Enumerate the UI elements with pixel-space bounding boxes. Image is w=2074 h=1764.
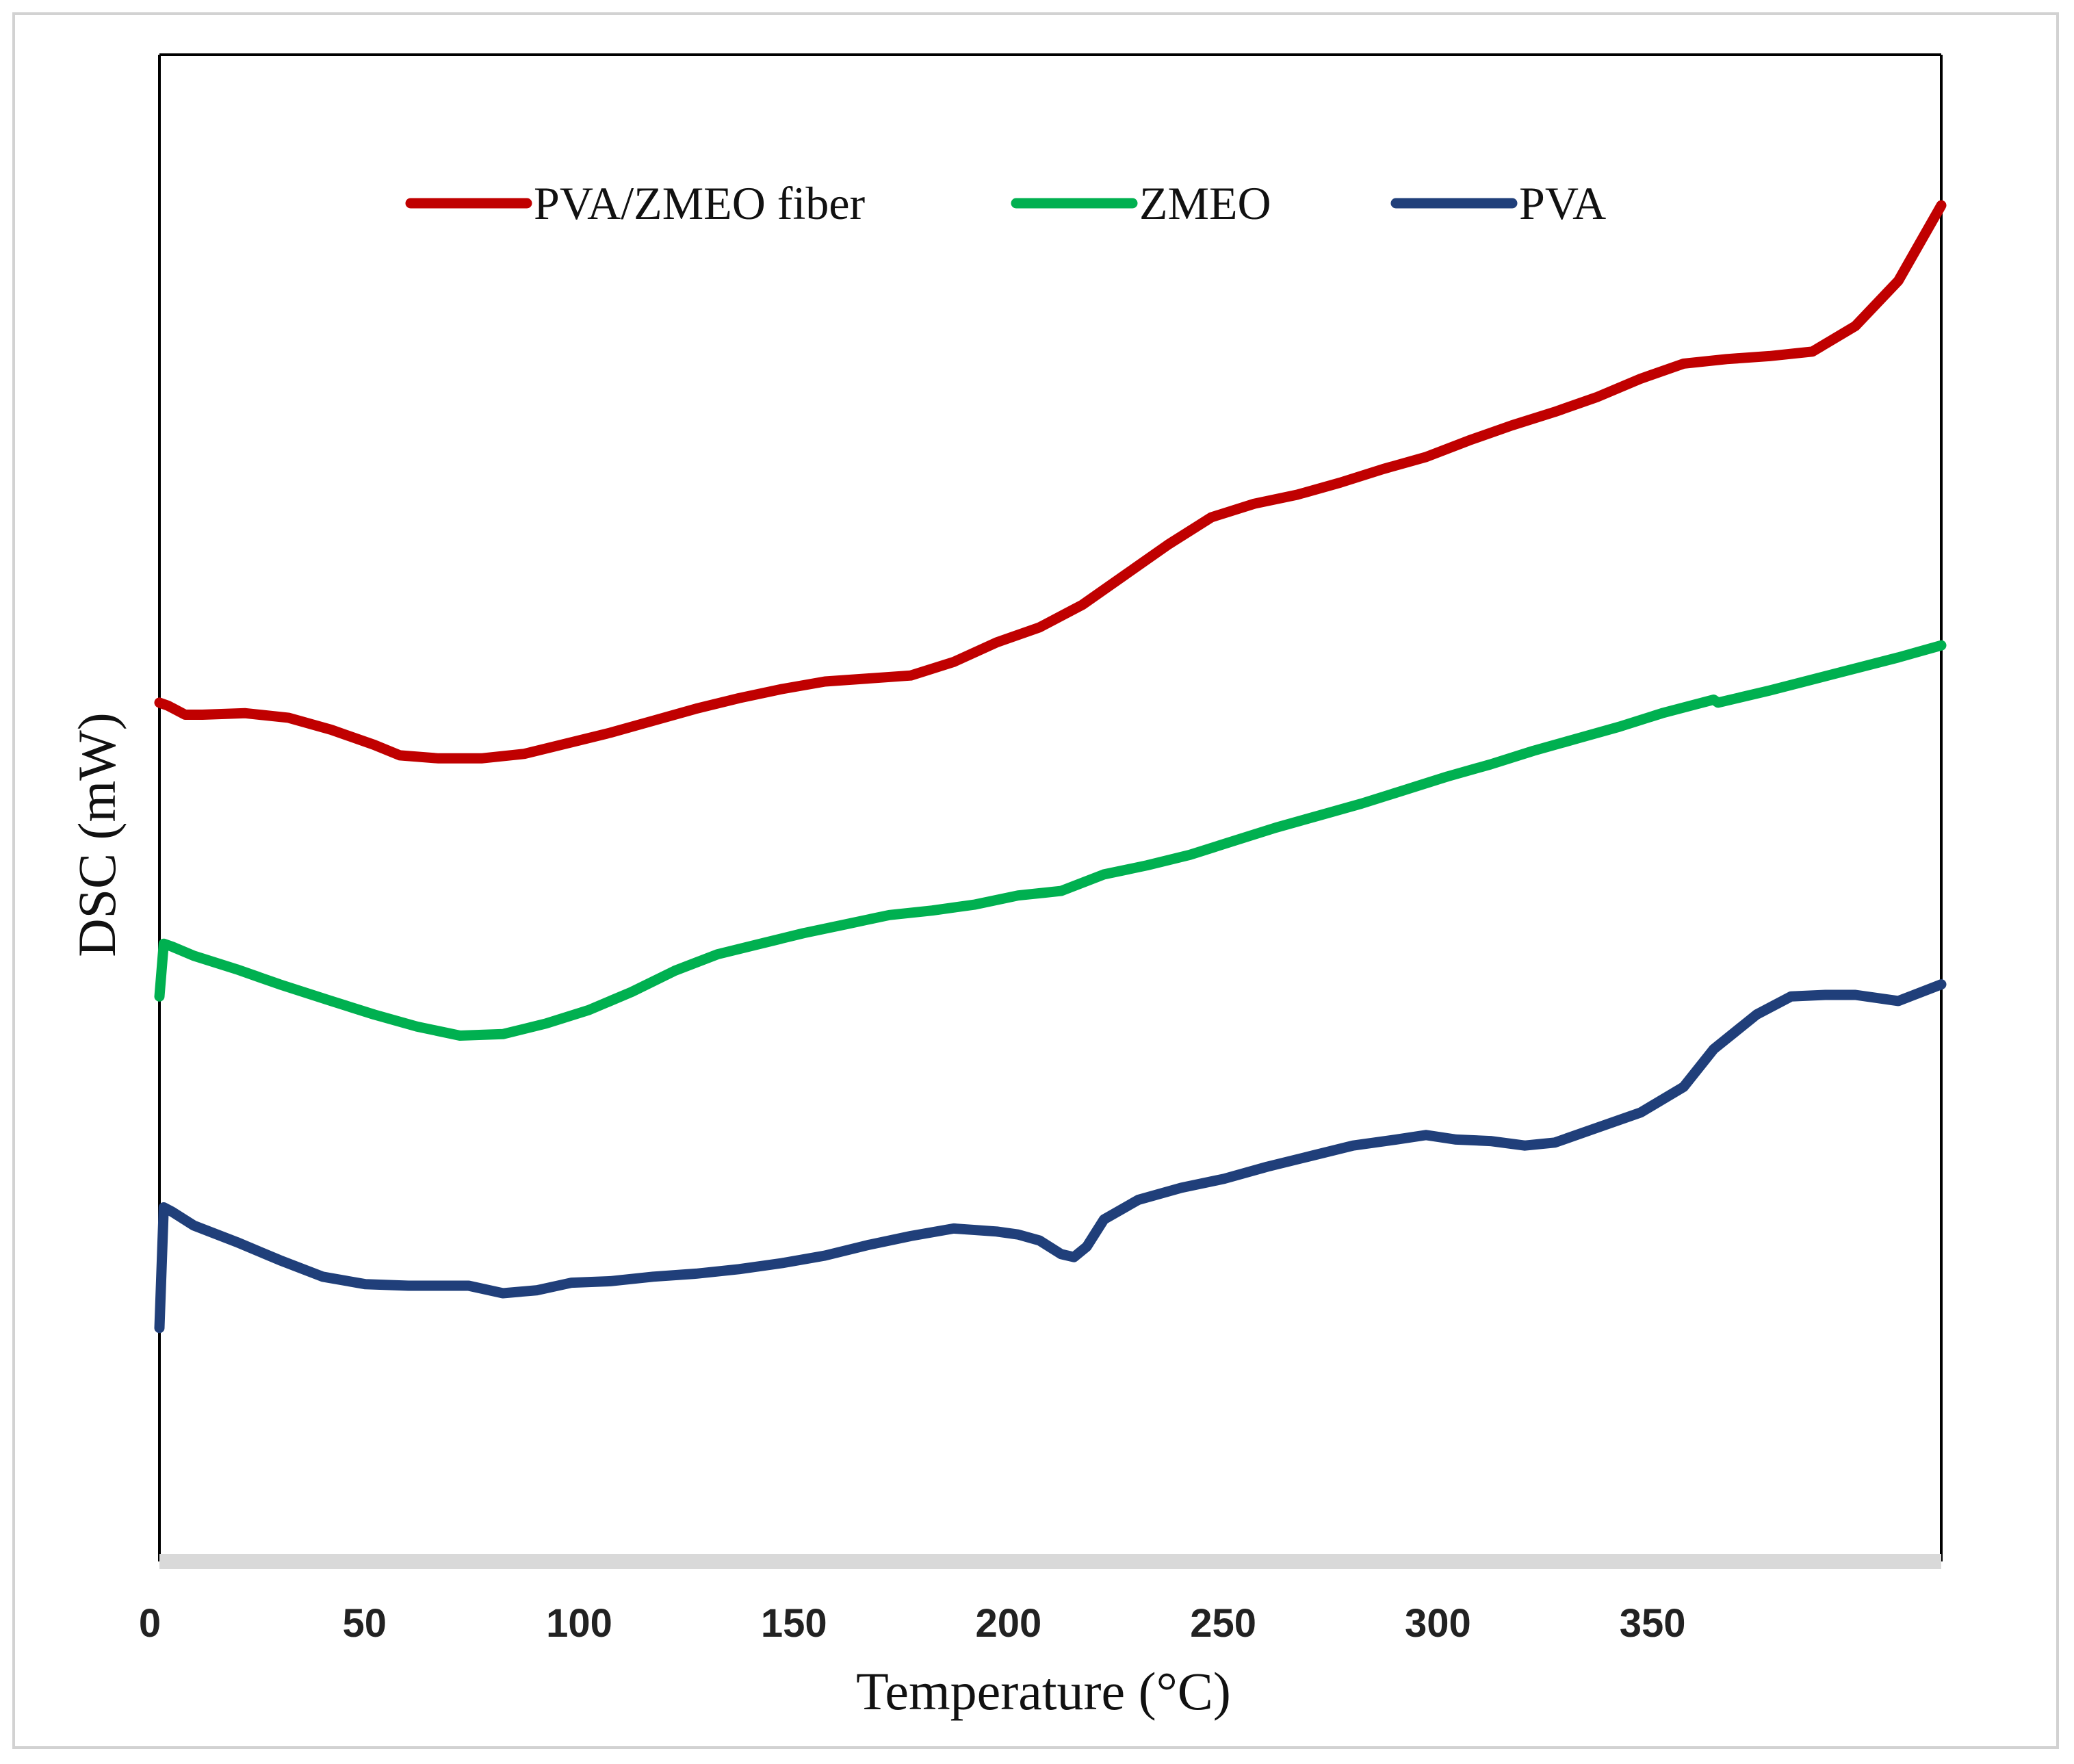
x-tick-label: 150 [761, 1601, 827, 1646]
x-tick-label: 250 [1190, 1601, 1256, 1646]
x-tick-label: 350 [1620, 1601, 1686, 1646]
x-tick-labels: 0 50 100 150 200 250 300 350 [139, 1601, 1686, 1646]
series-line-1 [154, 200, 1947, 764]
x-tick-label: 0 [139, 1601, 161, 1646]
legend-label-3: PVA [1519, 177, 1606, 229]
legend-label-2: ZMEO [1139, 177, 1271, 229]
x-tick-label: 300 [1405, 1601, 1471, 1646]
series-line-3 [154, 979, 1947, 1334]
x-axis-title: Temperature (°C) [856, 1661, 1231, 1721]
legend: PVA/ZMEO fiber ZMEO PVA [405, 177, 1606, 229]
legend-label-1: PVA/ZMEO fiber [534, 177, 866, 229]
plot-area [158, 53, 1943, 1569]
x-tick-label: 100 [546, 1601, 612, 1646]
series-layer [154, 200, 1947, 1334]
x-tick-label: 50 [342, 1601, 387, 1646]
figure-frame [12, 12, 2059, 1749]
series-line-2 [154, 640, 1947, 1041]
x-tick-label: 200 [976, 1601, 1042, 1646]
y-axis-title: DSC (mW) [67, 712, 127, 957]
